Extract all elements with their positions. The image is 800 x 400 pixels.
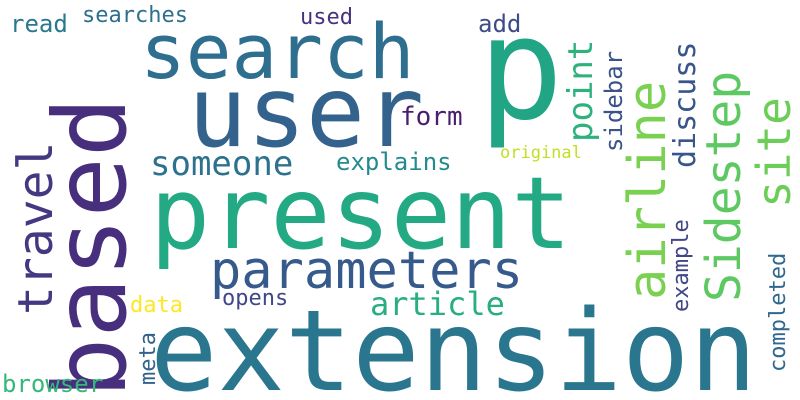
word-data: data	[130, 293, 183, 318]
word-user: user	[188, 56, 424, 170]
word-p: p	[478, 0, 564, 152]
word-extension: extension	[150, 287, 757, 400]
word-airline: airline	[618, 81, 678, 300]
word-used: used	[300, 5, 353, 30]
word-point: point	[561, 40, 601, 142]
word-someone: someone	[150, 144, 293, 184]
word-add: add	[478, 10, 521, 38]
word-original: original	[500, 143, 582, 163]
word-explains: explains	[336, 148, 452, 176]
word-example: example	[669, 219, 694, 312]
word-present: present	[150, 155, 571, 272]
word-meta: meta	[136, 332, 161, 385]
word-completed: completed	[766, 253, 791, 372]
word-discuss: discuss	[668, 42, 703, 168]
word-article: article	[370, 285, 505, 323]
word-search: search	[140, 7, 415, 96]
word-based: based	[32, 97, 149, 398]
word-travel: travel	[8, 142, 64, 315]
word-site: site	[747, 97, 800, 208]
word-opens: opens	[222, 286, 288, 311]
word-sidebar: sidebar	[600, 51, 628, 152]
word-searches: searches	[82, 3, 188, 28]
word-sidestep: Sidestep	[696, 71, 752, 302]
word-parameters: parameters	[210, 241, 523, 301]
word-browser: browser	[2, 370, 103, 398]
word-form: form	[400, 102, 463, 132]
word-read: read	[10, 10, 68, 38]
